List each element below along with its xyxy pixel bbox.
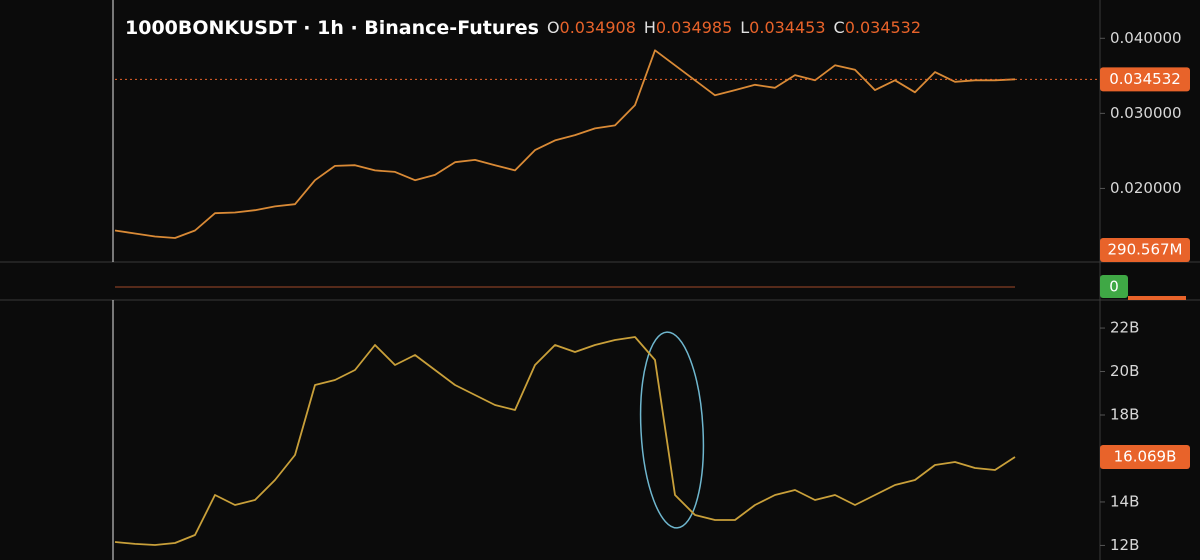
y-tick-label: 0.030000 xyxy=(1110,104,1182,122)
indicator-tag-bar xyxy=(1128,296,1186,300)
indicator-tag xyxy=(1100,275,1128,298)
last-value-tag xyxy=(1100,67,1190,92)
symbol-title: 1000BONKUSDT · 1h · Binance-Futures xyxy=(125,17,539,39)
ohlc-key: O xyxy=(547,18,560,37)
ohlc-value: 0.034908 xyxy=(560,18,636,37)
ohlc-key: H xyxy=(644,18,656,37)
annotation-circle xyxy=(639,331,705,529)
chart-header: 1000BONKUSDT · 1h · Binance-Futures O0.03… xyxy=(125,17,921,39)
last-value-tag xyxy=(1100,444,1190,469)
y-tick-label: 22B xyxy=(1110,319,1139,337)
y-tick-label: 12B xyxy=(1110,536,1139,554)
last-value-label: 0.034532 xyxy=(1109,70,1181,88)
y-tick-label: 20B xyxy=(1110,362,1139,380)
series-line xyxy=(114,49,1016,239)
ohlc-key: L xyxy=(740,18,749,37)
volume-tag xyxy=(1100,238,1190,262)
y-tick-label: 18B xyxy=(1110,406,1139,424)
series-line xyxy=(114,336,1016,546)
y-tick-label: 0.020000 xyxy=(1110,179,1182,197)
ohlc-value: 0.034453 xyxy=(749,18,825,37)
volume-label: 290.567M xyxy=(1108,241,1183,259)
indicator-label: 0 xyxy=(1109,278,1119,296)
y-tick-label: 14B xyxy=(1110,492,1139,510)
ohlc-value: 0.034532 xyxy=(845,18,921,37)
y-tick-label: 0.040000 xyxy=(1110,29,1182,47)
last-value-label: 16.069B xyxy=(1114,447,1177,465)
ohlc-key: C xyxy=(834,18,845,37)
ohlc-value: 0.034985 xyxy=(656,18,732,37)
